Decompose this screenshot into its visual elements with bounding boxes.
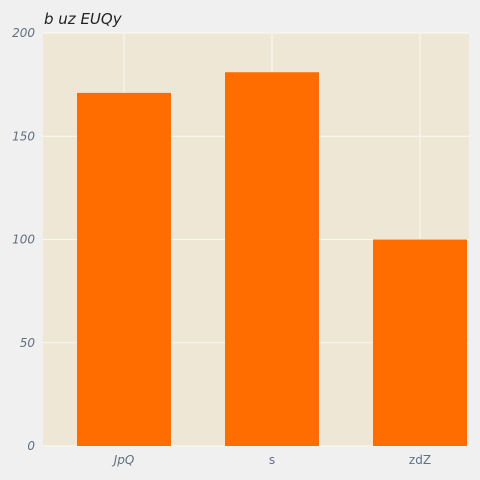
bars (77, 72, 467, 447)
x-axis-ticks: JpQ s zdZ (112, 453, 431, 467)
y-tick-label: 150 (12, 129, 35, 143)
y-axis-ticks: 0 50 100 150 200 (12, 26, 35, 453)
y-tick-label: 200 (12, 26, 35, 40)
chart-title: b uz EUQy (44, 10, 123, 28)
x-tick-label: zdZ (409, 453, 431, 467)
x-tick-label: s (269, 453, 275, 467)
x-tick-label: JpQ (112, 453, 135, 467)
y-tick-label: 0 (27, 439, 35, 453)
bar-s (225, 72, 319, 447)
y-tick-label: 100 (12, 233, 35, 247)
y-tick-label: 50 (20, 336, 36, 350)
bar-JpQ (77, 92, 171, 446)
bar-zdZ (373, 239, 467, 446)
